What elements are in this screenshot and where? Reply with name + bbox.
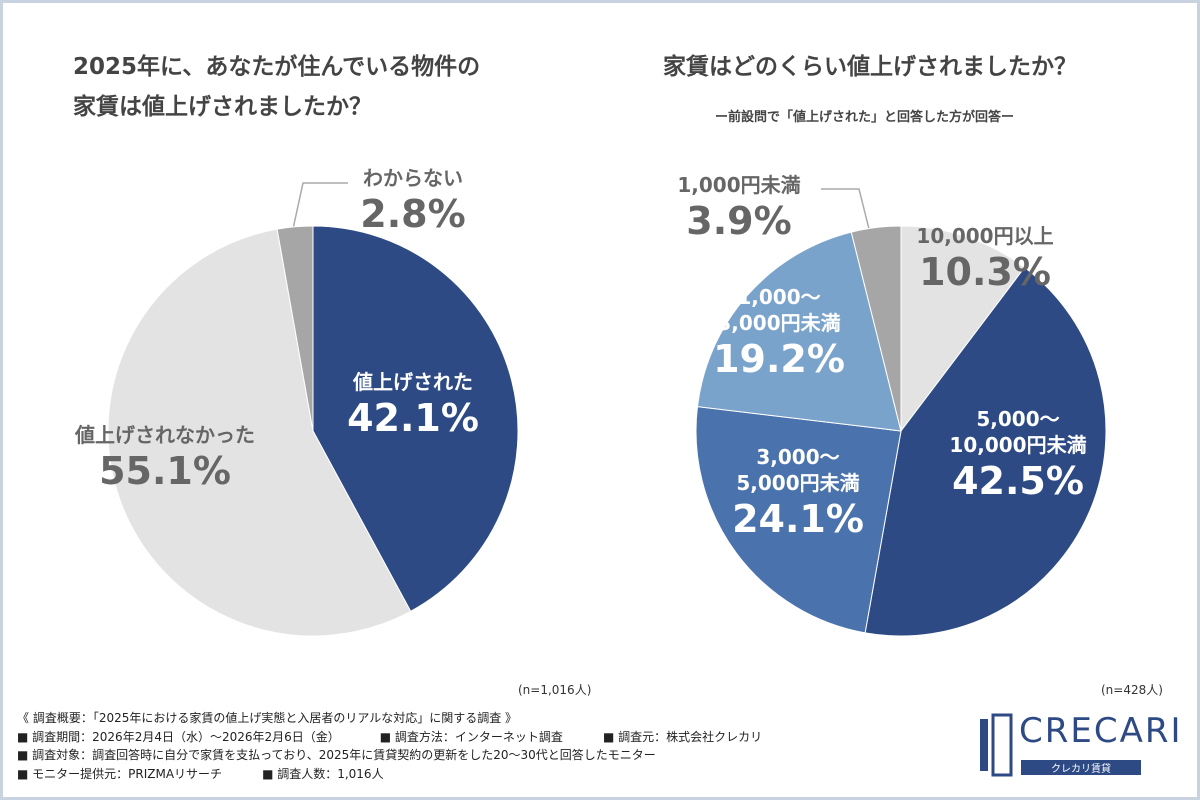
value-label: 19.2% — [713, 337, 845, 381]
footer-item: 《 調査概要：「2025年における家賃の値上げ実態と入居者のリアルな対応」に関す… — [17, 711, 518, 725]
slice-label: 5,000〜 10,000円未満 42.5% — [949, 406, 1086, 504]
category-label: 3,000〜 5,000円未満 — [736, 445, 860, 495]
value-label: 55.1% — [99, 449, 231, 493]
pie-slice — [864, 266, 1107, 637]
slice-label: 1,000〜 3,000円未満 19.2% — [713, 284, 845, 382]
footer-item: ■ 調査期間：2026年2月4日（水）〜2026年2月6日（金） — [17, 729, 340, 744]
chart-subtitle: ー前設問で「値上げされた」と回答した方が回答ー — [715, 110, 1015, 125]
footer-item: ■ 調査対象：調査回答時に自分で家賃を支払っており、2025年に賃貸契約の更新を… — [17, 748, 656, 762]
chart-title: 家賃はどのくらい値上げされましたか？ — [663, 54, 1077, 80]
slice-label: わからない 2.8% — [360, 165, 465, 237]
footer-row: 《 調査概要：「2025年における家賃の値上げ実態と入居者のリアルな対応」に関す… — [17, 709, 802, 728]
pie-slice — [276, 225, 314, 432]
value-label: 24.1% — [732, 497, 864, 541]
category-label: 10,000円以上 — [916, 224, 1054, 248]
slice-label: 値上げされなかった 55.1% — [75, 422, 255, 494]
chart — [107, 182, 1107, 777]
value-label: 42.5% — [952, 459, 1084, 503]
pie-slice — [695, 406, 902, 634]
footer: 《 調査概要：「2025年における家賃の値上げ実態と入居者のリアルな対応」に関す… — [17, 709, 802, 783]
category-label: わからない — [362, 166, 463, 190]
slice-label: 1,000円未満 3.9% — [677, 172, 800, 244]
pie-slice — [312, 225, 519, 612]
footer-row: ■ 調査期間：2026年2月4日（水）〜2026年2月6日（金） ■ 調査方法：イ… — [17, 728, 802, 747]
logo-tagline: クレカリ賃貸 — [1021, 760, 1141, 775]
footer-row: ■ モニター提供元：PRIZMAリサーチ ■ 調査人数：1,016人 — [17, 765, 802, 784]
sample-note: (n=1,016人) — [518, 683, 592, 697]
category-label: 値上げされなかった — [75, 423, 255, 447]
leader-line — [292, 182, 348, 230]
logo-icon — [980, 719, 988, 771]
value-label: 10.3% — [919, 250, 1051, 294]
slice-label: 値上げされた 42.1% — [347, 369, 479, 441]
value-label: 2.8% — [360, 192, 466, 236]
sample-note: (n=428人) — [1101, 683, 1163, 697]
category-label: 5,000〜 10,000円未満 — [949, 407, 1087, 457]
pie-slice — [696, 231, 902, 432]
footer-item: ■ 調査方法：インターネット調査 — [379, 729, 563, 744]
chart-title: 2025年に、あなたが住んでいる物件の 家賃は値上げされましたか？ — [73, 54, 481, 120]
category-label: 1,000円未満 — [677, 173, 801, 197]
footer-item: ■ 調査元：株式会社クレカリ — [602, 729, 763, 744]
logo-name: CRECARI — [1019, 711, 1183, 751]
value-label: 42.1% — [347, 396, 479, 440]
pie-slice — [900, 225, 1026, 433]
footer-row: ■ 調査対象：調査回答時に自分で家賃を支払っており、2025年に賃貸契約の更新を… — [17, 746, 802, 765]
slice-label: 3,000〜 5,000円未満 24.1% — [732, 444, 864, 542]
value-label: 3.9% — [686, 199, 792, 243]
leader-line — [821, 188, 870, 230]
category-label: 値上げされた — [353, 370, 473, 394]
pie-slice — [107, 228, 412, 637]
pie-slice — [850, 225, 902, 432]
category-label: 1,000〜 3,000円未満 — [717, 285, 841, 335]
slice-label: 10,000円以上 10.3% — [916, 223, 1053, 295]
logo-icon — [991, 713, 1013, 777]
footer-item: ■ モニター提供元：PRIZMAリサーチ — [17, 766, 223, 781]
footer-item: ■ 調査人数：1,016人 — [262, 766, 384, 781]
